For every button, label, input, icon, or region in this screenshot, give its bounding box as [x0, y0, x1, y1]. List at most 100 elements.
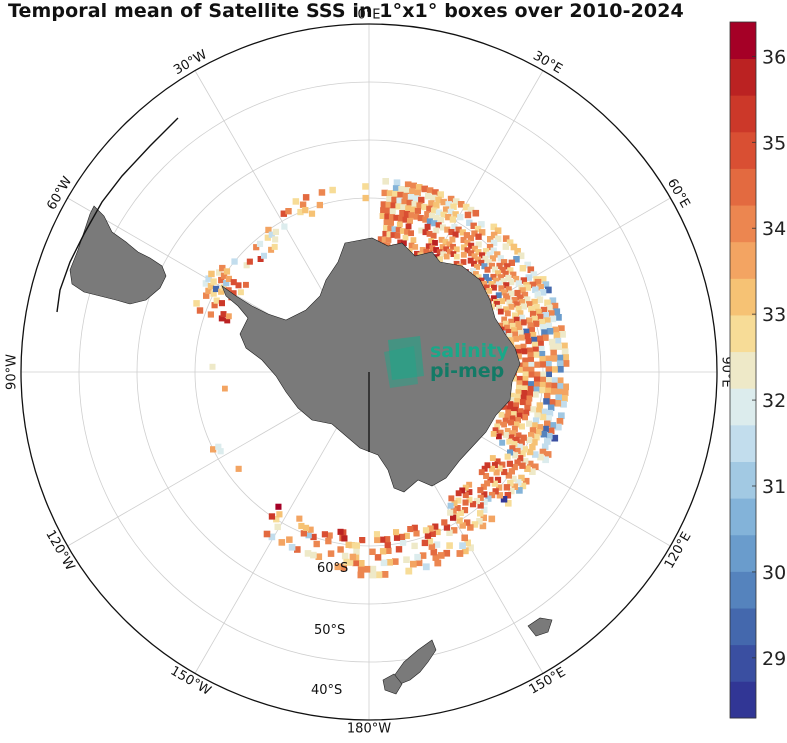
sss-cell: [519, 450, 526, 457]
sss-cell: [459, 229, 466, 236]
sss-cell: [359, 537, 366, 544]
sss-cell: [432, 240, 438, 246]
sss-cell: [470, 222, 477, 229]
sss-cell: [393, 214, 400, 221]
sss-cell: [494, 423, 501, 430]
sss-cell: [521, 348, 528, 355]
sss-cell: [532, 391, 539, 398]
sss-cell: [488, 491, 496, 499]
sss-cell: [446, 542, 453, 549]
sss-cell: [555, 423, 562, 431]
colorbar-segment: [730, 644, 756, 682]
sss-cell: [405, 567, 413, 575]
sss-cell: [434, 528, 441, 536]
sss-cell: [418, 196, 425, 204]
longitude-label: 180°W: [347, 722, 391, 737]
sss-cell: [264, 234, 271, 241]
sss-cell: [384, 536, 391, 543]
sss-cell: [402, 234, 409, 241]
sss-cell: [444, 226, 451, 233]
colorbar-frame: [729, 21, 757, 719]
colorbar-segment: [730, 388, 756, 426]
sss-cell: [507, 267, 514, 274]
sss-cell: [504, 263, 511, 270]
sss-cell: [536, 402, 543, 409]
sss-cell: [404, 229, 410, 235]
sss-cell: [484, 462, 491, 469]
sss-cell: [196, 307, 204, 314]
sss-cell: [545, 382, 552, 389]
sss-cell: [508, 290, 515, 297]
sss-cell: [467, 257, 474, 264]
sss-cell: [285, 208, 292, 215]
sss-cell: [517, 408, 524, 415]
sss-cell: [523, 409, 530, 416]
sss-cell: [373, 531, 380, 538]
sss-cell: [408, 230, 414, 237]
sss-cell: [422, 229, 429, 236]
colorbar-segment: [730, 351, 756, 389]
sss-cell: [489, 455, 496, 461]
sss-cell: [433, 541, 441, 548]
sss-cell: [526, 390, 533, 397]
sss-cell: [522, 376, 529, 383]
sss-cell: [398, 215, 404, 222]
sss-cell: [304, 550, 312, 557]
sss-cell: [380, 207, 387, 214]
sss-cell: [460, 236, 467, 243]
sss-cell: [225, 275, 232, 282]
sss-cell: [453, 246, 460, 253]
sss-cell: [268, 533, 276, 541]
sss-cell: [526, 420, 533, 427]
sss-cell: [524, 261, 531, 269]
sss-cell: [452, 211, 459, 218]
sss-cell: [558, 412, 565, 420]
sss-cell: [386, 190, 394, 197]
sss-cell: [501, 468, 508, 476]
sss-cell: [379, 536, 386, 543]
sss-cell: [517, 310, 524, 317]
sss-cell: [505, 328, 512, 335]
sss-cell: [308, 210, 316, 217]
sss-cell: [562, 354, 569, 361]
sss-cell: [553, 332, 561, 339]
sss-cell: [526, 301, 533, 308]
sss-cell: [424, 211, 431, 218]
sss-cell: [391, 226, 398, 233]
sss-cell: [421, 185, 428, 193]
sss-cell: [494, 458, 501, 465]
colorbar-segment: [730, 241, 756, 279]
sss-cell: [488, 281, 495, 287]
sss-cell: [297, 208, 304, 216]
sss-cell: [461, 547, 469, 555]
sss-cell: [497, 322, 504, 329]
sss-cell: [446, 529, 453, 536]
sss-cell: [500, 259, 508, 266]
sss-cell: [561, 342, 568, 350]
sss-cell: [550, 349, 557, 357]
sss-cell: [430, 194, 437, 202]
sss-cell: [522, 362, 529, 369]
sss-cell: [502, 235, 510, 242]
sss-cell: [393, 179, 401, 186]
sss-cell: [380, 201, 387, 208]
sss-cell: [504, 453, 511, 460]
sss-cell: [509, 392, 515, 399]
sss-cell: [466, 219, 473, 226]
sss-cell: [268, 246, 275, 253]
sss-cell: [276, 511, 283, 518]
sss-cell: [326, 532, 333, 539]
sss-cell: [508, 397, 515, 403]
sss-cell: [520, 434, 527, 441]
sss-cell: [432, 554, 440, 561]
sss-cell: [462, 492, 469, 499]
sss-cell: [478, 469, 485, 476]
colorbar-segment: [730, 534, 756, 572]
sss-cell: [514, 447, 521, 455]
sss-cell: [464, 239, 471, 246]
sss-cell: [540, 324, 547, 331]
sss-cell: [526, 448, 534, 456]
sss-cell: [545, 286, 552, 294]
sss-cell: [497, 255, 504, 262]
sss-cell: [496, 484, 503, 491]
